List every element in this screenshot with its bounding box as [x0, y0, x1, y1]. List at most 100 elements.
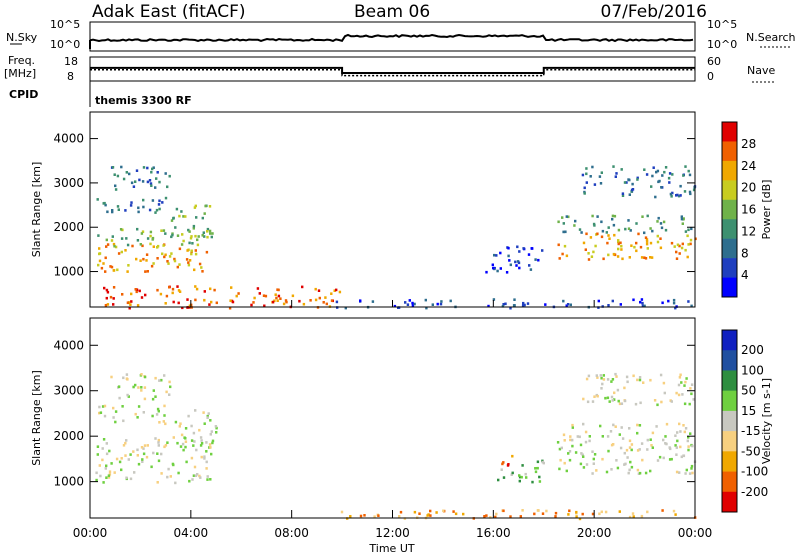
power-cell: [518, 250, 521, 253]
velocity-cell: [670, 400, 673, 403]
power-cell: [135, 288, 139, 291]
velocity-background: [90, 318, 695, 518]
power-cell: [632, 298, 635, 302]
power-cell: [630, 244, 633, 247]
power-cell: [144, 293, 147, 297]
power-cell: [674, 306, 677, 310]
velocity-cell: [143, 386, 147, 389]
power-cell: [613, 214, 617, 218]
power-cell: [106, 243, 110, 246]
power-cell: [130, 181, 134, 185]
power-cell: [168, 174, 171, 178]
velocity-colorbar-swatch: [722, 471, 737, 493]
power-cell: [111, 166, 115, 169]
power-cell: [606, 241, 609, 245]
velocity-cell: [98, 405, 101, 409]
velocity-cell: [489, 516, 492, 519]
velocity-cell: [625, 375, 629, 379]
velocity-cell: [502, 509, 505, 513]
power-cell: [168, 255, 172, 258]
power-cell: [146, 237, 150, 240]
power-cell: [166, 260, 169, 263]
power-cell: [404, 301, 407, 304]
power-cell: [487, 304, 490, 308]
velocity-colorbar-tick: 100: [741, 363, 764, 377]
power-cell: [146, 180, 150, 184]
power-cell: [103, 201, 106, 205]
power-cell: [134, 288, 137, 291]
velocity-colorbar-swatch: [722, 451, 737, 472]
velocity-cell: [591, 450, 594, 453]
velocity-cell: [165, 390, 168, 394]
velocity-cell: [692, 398, 695, 401]
velocity-cell: [205, 460, 208, 464]
power-cell: [495, 254, 498, 257]
velocity-cell: [132, 385, 135, 389]
velocity-cell: [101, 458, 104, 462]
power-cell: [621, 192, 625, 195]
velocity-cell: [545, 509, 548, 513]
velocity-cell: [658, 455, 662, 459]
power-cell: [126, 243, 130, 247]
power-cell: [641, 304, 645, 308]
velocity-cell: [141, 460, 144, 463]
velocity-cell: [687, 436, 690, 439]
velocity-cell: [154, 437, 157, 440]
velocity-cell: [620, 402, 624, 405]
velocity-cell: [169, 475, 172, 478]
velocity-cell: [452, 510, 455, 513]
power-cell: [201, 270, 204, 273]
power-cell: [640, 256, 644, 259]
velocity-cell: [181, 442, 185, 446]
velocity-cell: [209, 433, 212, 436]
power-cell: [661, 174, 664, 177]
velocity-cell: [584, 440, 588, 444]
velocity-cell: [198, 428, 201, 432]
velocity-cell: [340, 510, 344, 514]
power-cell: [657, 216, 660, 220]
velocity-cell: [685, 468, 688, 472]
power-cell: [668, 172, 672, 175]
velocity-cell: [120, 468, 123, 472]
velocity-cell: [689, 387, 692, 390]
power-cell: [671, 173, 674, 176]
power-cell: [122, 177, 126, 181]
power-cell: [155, 177, 158, 180]
power-cell: [646, 247, 649, 250]
velocity-cell: [538, 480, 542, 483]
velocity-cell: [157, 438, 160, 442]
power-cell: [206, 227, 210, 231]
power-cell: [141, 230, 145, 233]
velocity-cell: [674, 513, 677, 516]
velocity-cell: [689, 432, 692, 435]
power-cell: [178, 263, 181, 266]
velocity-cell: [653, 399, 657, 402]
velocity-cell: [143, 397, 147, 401]
velocity-cell: [518, 475, 522, 479]
power-cell: [285, 300, 288, 304]
velocity-cell: [613, 391, 616, 395]
power-cell: [544, 303, 547, 306]
velocity-cell: [157, 441, 160, 444]
power-cell: [188, 259, 192, 262]
power-cell: [155, 208, 159, 212]
velocity-cell: [618, 402, 622, 406]
velocity-cell: [581, 453, 584, 457]
velocity-cell: [511, 454, 514, 458]
power-cell: [125, 171, 128, 174]
velocity-cell: [576, 435, 579, 438]
power-cell: [687, 169, 690, 173]
velocity-cell: [624, 462, 627, 466]
velocity-cell: [114, 410, 118, 413]
power-cell: [493, 253, 496, 257]
velocity-cell: [571, 423, 574, 427]
power-cell: [335, 300, 339, 304]
power-cell: [512, 304, 516, 307]
power-cell: [516, 260, 520, 263]
power-cell: [651, 174, 654, 178]
power-cell: [109, 265, 112, 268]
power-cell: [149, 234, 152, 238]
power-cell: [406, 303, 410, 306]
velocity-cell: [208, 443, 212, 446]
